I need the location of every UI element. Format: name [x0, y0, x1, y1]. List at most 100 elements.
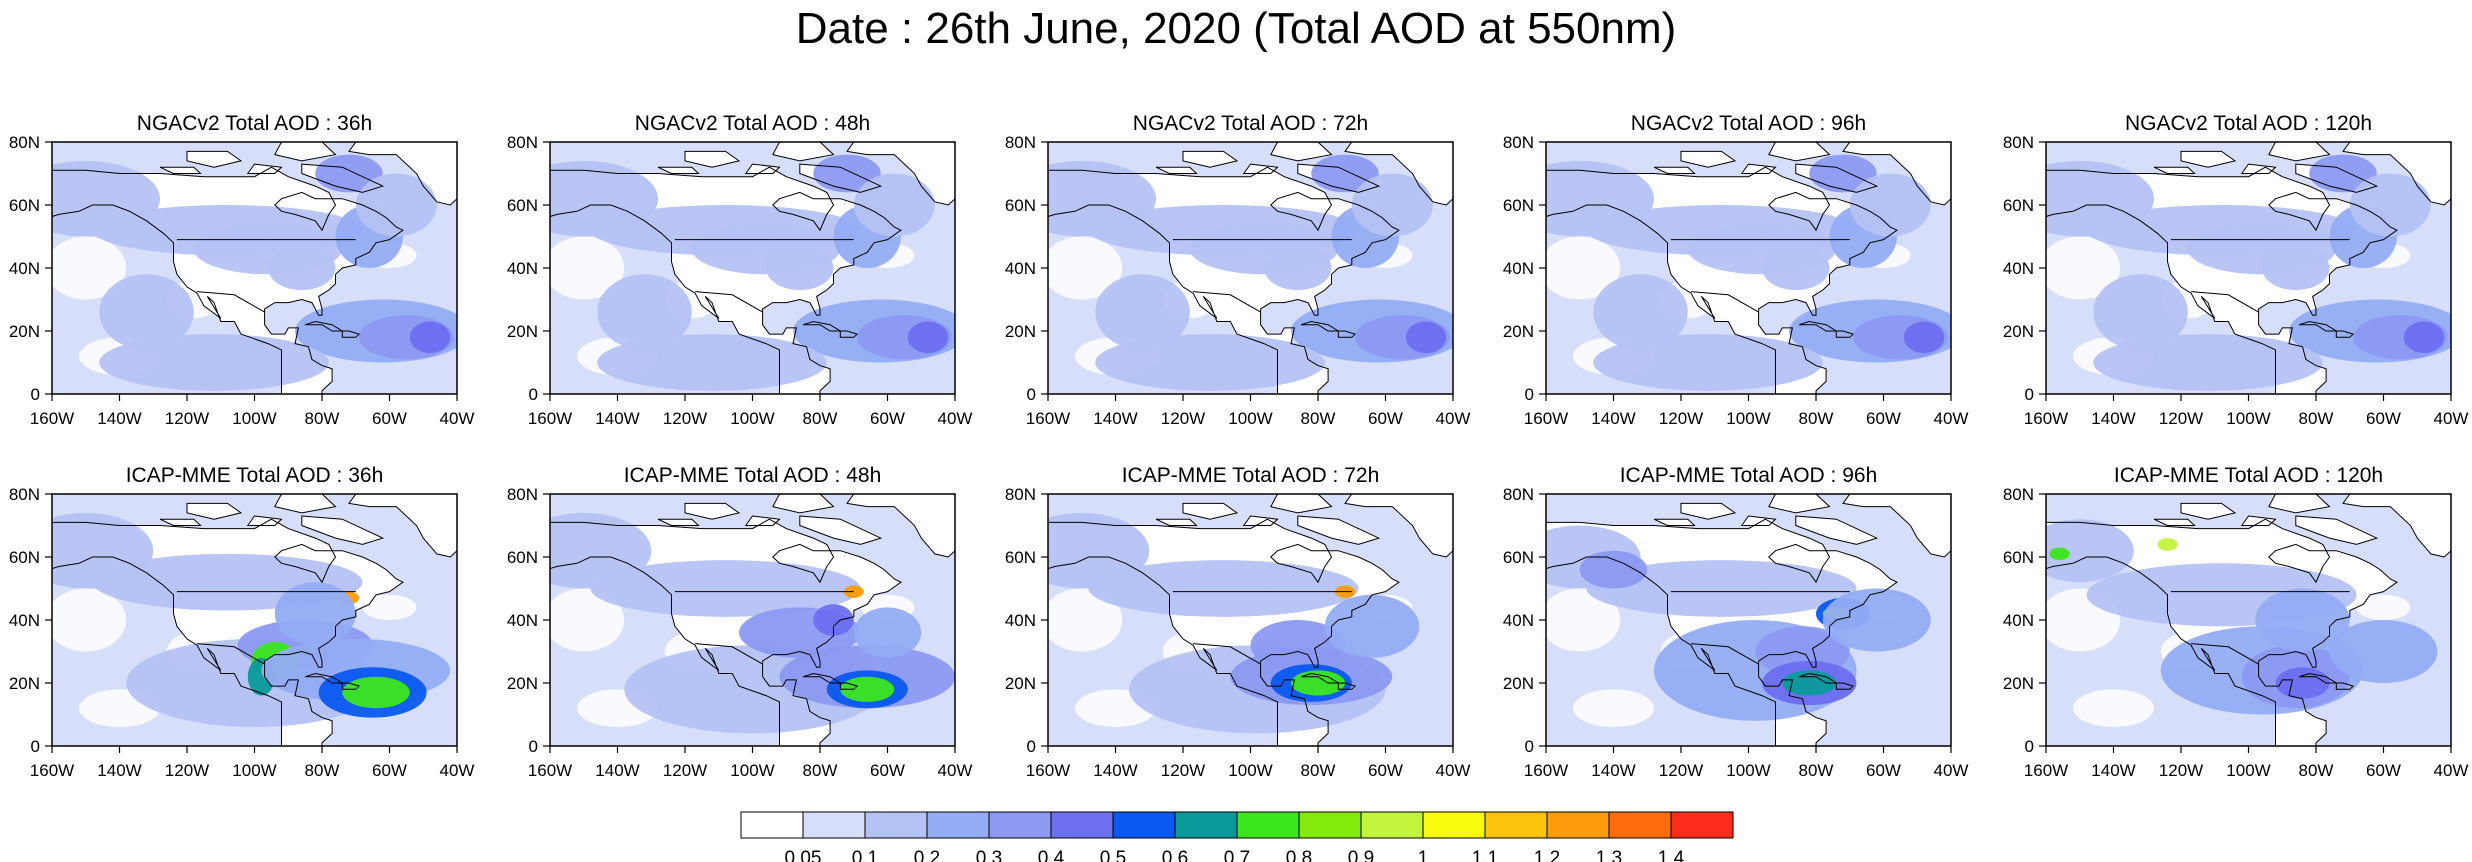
lat-tick-label: 20N [9, 322, 40, 341]
arctic-island [772, 494, 834, 513]
lon-tick-label: 100W [2226, 409, 2270, 428]
aerosol-plume [2049, 547, 2070, 561]
coastline [799, 515, 883, 545]
lon-tick-label: 60W [870, 761, 905, 780]
map-panel: NGACv2 Total AOD : 48h 160W 140W 120W 100W 80… [507, 112, 973, 428]
lat-tick-label: 80N [1503, 133, 1534, 152]
lon-tick-label: 140W [1591, 761, 1635, 780]
arctic-island [1654, 167, 1695, 174]
coastline [1546, 166, 1951, 394]
lat-tick-label: 80N [9, 133, 40, 152]
lon-tick-label: 80W [1799, 409, 1834, 428]
coastline [846, 494, 955, 558]
coastline [1242, 163, 1279, 174]
coastline [1155, 518, 1198, 526]
panel-title: ICAP-MME Total AOD : 120h [2114, 464, 2383, 487]
lat-tick-label: 80N [2003, 133, 2034, 152]
arctic-island [772, 142, 834, 161]
lat-tick-label: 40N [507, 611, 538, 630]
low-aod-region [550, 236, 625, 300]
lon-tick-label: 40W [938, 761, 973, 780]
low-aod-region [1573, 689, 1654, 728]
coastline [341, 682, 361, 690]
low-aod-region [362, 594, 417, 621]
panel-title: NGACv2 Total AOD : 36h [137, 112, 372, 135]
lat-tick-label: 0 [1027, 385, 1036, 404]
lat-tick-label: 80N [507, 133, 538, 152]
us-mexico-border [1691, 643, 1759, 665]
lon-tick-label: 60W [1368, 409, 1403, 428]
coastline [1337, 330, 1357, 338]
coastline [348, 494, 457, 558]
lat-tick-label: 60N [9, 548, 40, 567]
lat-tick-label: 20N [1503, 674, 1534, 693]
arctic-island [2268, 142, 2330, 161]
lon-tick-label: 160W [1026, 409, 1070, 428]
lat-tick-label: 20N [2003, 322, 2034, 341]
lon-tick-label: 60W [1866, 761, 1901, 780]
aerosol-plume [597, 334, 827, 391]
arctic-island [799, 516, 881, 545]
lon-tick-label: 100W [2226, 761, 2270, 780]
arctic-island [658, 167, 699, 174]
aerosol-plume [1782, 670, 1837, 696]
arctic-island [1270, 494, 1332, 513]
coastline [1270, 494, 1333, 514]
us-mexico-border [1193, 643, 1261, 665]
coastline [246, 163, 283, 174]
low-aod-region [1048, 236, 1123, 300]
lat-tick-label: 80N [1005, 485, 1036, 504]
arctic-island [160, 167, 201, 174]
lat-tick-label: 20N [1005, 674, 1036, 693]
lon-tick-label: 140W [595, 761, 639, 780]
coastline [52, 518, 457, 746]
coastline [246, 515, 283, 526]
panel-title: NGACv2 Total AOD : 96h [1631, 112, 1866, 135]
panel-title: NGACv2 Total AOD : 72h [1133, 112, 1368, 135]
coastline [1768, 142, 1831, 162]
aerosol-plume [342, 676, 410, 709]
lon-tick-label: 60W [372, 409, 407, 428]
lon-tick-label: 160W [1524, 409, 1568, 428]
lon-tick-label: 100W [1228, 409, 1272, 428]
aerosol-plume [2093, 274, 2188, 350]
panel-title: ICAP-MME Total AOD : 96h [1620, 464, 1878, 487]
coastline [301, 515, 385, 545]
lat-tick-label: 20N [1503, 322, 1534, 341]
aerosol-plume [1351, 173, 1433, 237]
arctic-island [187, 503, 241, 520]
coastline [1653, 166, 1696, 174]
greenland [1345, 494, 1453, 557]
aerosol-plume [409, 321, 451, 354]
greenland [2343, 494, 2451, 557]
coastline [2335, 682, 2355, 690]
arctic-island [2268, 494, 2330, 513]
lat-tick-label: 40N [507, 259, 538, 278]
lat-tick-label: 0 [2025, 385, 2034, 404]
aerosol-plume [355, 173, 437, 237]
map-panel: ICAP-MME Total AOD : 96h 160W 140W 120W 100W… [1503, 464, 1969, 780]
aerosol-plume [1088, 560, 1359, 617]
arctic-island [2295, 516, 2377, 545]
aerosol-plume [1311, 154, 1379, 193]
coastline [657, 166, 700, 174]
coastline [1182, 502, 1239, 520]
arctic-island [1681, 151, 1735, 168]
lat-tick-label: 60N [2003, 548, 2034, 567]
coastline [159, 518, 202, 526]
coastline [2240, 163, 2277, 174]
lat-tick-label: 60N [1503, 548, 1534, 567]
aerosol-plume [2046, 519, 2134, 583]
coastline [839, 330, 859, 338]
lon-tick-label: 160W [528, 761, 572, 780]
aerosol-plume [2329, 620, 2438, 683]
lat-tick-label: 40N [2003, 259, 2034, 278]
map-panel: ICAP-MME Total AOD : 120h 160W 140W 120W 100… [2003, 464, 2469, 780]
coastline [1048, 518, 1453, 746]
coastline [2268, 494, 2331, 514]
lon-tick-label: 80W [1301, 761, 1336, 780]
coastline [1680, 502, 1737, 520]
lat-tick-label: 0 [529, 737, 538, 756]
coastline [1842, 142, 1951, 206]
